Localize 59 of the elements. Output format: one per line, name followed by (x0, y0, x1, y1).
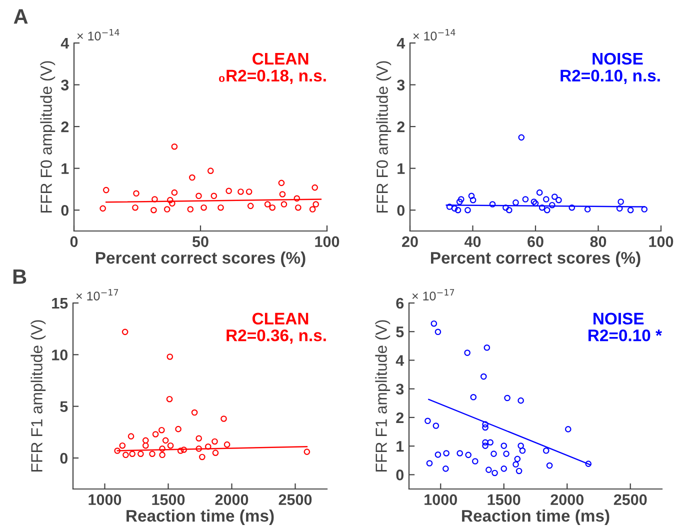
y-tick-label: 10 (52, 350, 68, 360)
x-tick-label: 1000 (424, 494, 457, 506)
y-tick-label: 0 (396, 470, 404, 480)
text: R2=0.10 * (588, 329, 662, 342)
x-tick-label: 0 (70, 236, 78, 248)
x-tick-label: 20 (402, 236, 418, 248)
y-tick-label: 5 (396, 326, 404, 338)
y-tick-label: 0 (61, 204, 69, 216)
text: R2=0.36, n.s. (226, 329, 326, 344)
x-tick-label: 40 (464, 236, 481, 248)
y-axis-title: FFR F1 amplitude (V) (30, 320, 46, 472)
y-tick-label: 4 (396, 355, 404, 366)
y-tick-label: 1 (398, 163, 405, 174)
text: R2=0.10, n.s. (560, 70, 660, 84)
y-tick-label: 5 (60, 401, 68, 412)
x-tick-label: 1500 (488, 494, 520, 506)
y-tick-label: 1 (396, 441, 404, 452)
text: B (13, 269, 26, 284)
y-tick-label: 4 (60, 38, 70, 49)
y-tick-label: 1 (62, 163, 69, 174)
text: × 10$^{−14}$ (77, 29, 120, 40)
y-axis-title: FFR F0 amplitude (V) (40, 61, 56, 212)
x-tick-label: 100 (315, 236, 340, 248)
x-axis-title: Percent correct scores (%) (96, 251, 306, 268)
x-tick-label: 2000 (215, 494, 248, 506)
y-tick-label: 6 (396, 298, 404, 309)
x-tick-label: 100 (649, 236, 674, 248)
y-axis-title: FFR F1 amplitude (V) (375, 320, 390, 472)
x-tick-label: 80 (590, 236, 606, 248)
text: A (14, 9, 28, 24)
y-axis-title: FFR F0 amplitude (V) (376, 61, 392, 212)
x-tick-label: 50 (192, 236, 208, 248)
text: × 10$^{−14}$ (413, 29, 456, 40)
chart-title: CLEAN (252, 312, 308, 325)
y-tick-label: 0 (397, 204, 405, 216)
x-tick-label: 1500 (152, 494, 185, 506)
y-tick-label: 2 (61, 121, 69, 132)
y-tick-label: 3 (396, 384, 404, 395)
x-tick-label: 2000 (550, 494, 584, 506)
x-tick-label: 2500 (278, 494, 312, 506)
y-tick-label: 15 (52, 298, 68, 309)
chart-title: CLEAN (252, 52, 308, 65)
x-tick-label: 60 (528, 236, 544, 248)
chart-title: NOISE (592, 52, 643, 65)
text: × 10$^{−17}$ (76, 289, 118, 300)
y-tick-label: 4 (396, 38, 406, 49)
y-tick-label: 2 (396, 412, 404, 423)
text: ₀R2=0.18, n.s. (219, 70, 326, 84)
x-axis-title: Reaction time (ms) (126, 509, 274, 526)
x-tick-label: 2500 (614, 494, 647, 506)
x-tick-label: 1000 (88, 494, 122, 506)
x-axis-title: Percent correct scores (%) (431, 251, 640, 268)
x-axis-title: Reaction time (ms) (462, 509, 610, 526)
y-tick-label: 0 (60, 452, 68, 464)
y-tick-label: 2 (397, 121, 405, 132)
y-tick-label: 3 (60, 80, 69, 90)
y-tick-label: 3 (396, 80, 405, 90)
text: × 10$^{−17}$ (412, 289, 454, 300)
chart-title: NOISE (594, 312, 644, 325)
